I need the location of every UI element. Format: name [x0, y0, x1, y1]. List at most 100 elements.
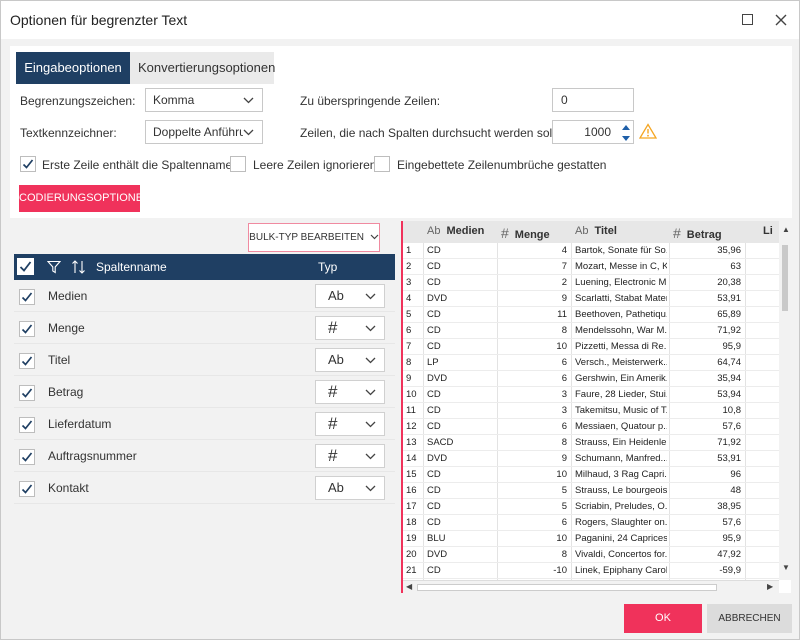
bulk-type-edit-button[interactable]: BULK-TYP BEARBEITEN — [248, 223, 380, 252]
row-number: 4 — [406, 293, 412, 304]
cell-betrag: 95,9 — [722, 341, 742, 352]
column-type-select[interactable]: # — [315, 444, 385, 468]
column-checkbox[interactable] — [19, 289, 35, 305]
type-header[interactable]: Typ — [318, 260, 338, 274]
column-row[interactable]: Auftragsnummer # — [14, 440, 395, 472]
column-row[interactable]: Betrag # — [14, 376, 395, 408]
column-type-select[interactable]: Ab — [315, 476, 385, 500]
cell-menge: 5 — [561, 501, 567, 512]
preview-row[interactable]: 4 DVD 9 Scarlatti, Stabat Mater 53,91 — [403, 291, 779, 307]
first-row-checkbox[interactable] — [20, 156, 36, 172]
column-checkbox[interactable] — [19, 417, 35, 433]
row-number: 3 — [406, 277, 412, 288]
column-type-select[interactable]: # — [315, 380, 385, 404]
cell-titel: Luening, Electronic M... — [575, 277, 667, 288]
cell-menge: 2 — [561, 277, 567, 288]
preview-row[interactable]: 17 CD 5 Scriabin, Preludes, O... 38,95 — [403, 499, 779, 515]
row-number: 6 — [406, 325, 412, 336]
skip-rows-input[interactable]: 0 — [552, 88, 634, 112]
preview-row[interactable]: 1 CD 4 Bartok, Sonate für So... 35,96 — [403, 243, 779, 259]
preview-header-lieferdatum[interactable]: Li — [763, 225, 773, 237]
cell-menge: 3 — [561, 405, 567, 416]
preview-row[interactable]: 15 CD 10 Milhaud, 3 Rag Capri... 96 — [403, 467, 779, 483]
maximize-button[interactable] — [738, 10, 758, 30]
cell-titel: Scarlatti, Stabat Mater — [575, 293, 667, 304]
row-number: 8 — [406, 357, 412, 368]
preview-row[interactable]: 19 BLU 10 Paganini, 24 Caprices... 95,9 — [403, 531, 779, 547]
delimiter-select[interactable]: Komma — [145, 88, 263, 112]
preview-row[interactable]: 12 CD 6 Messiaen, Quatour p... 57,6 — [403, 419, 779, 435]
column-checkbox[interactable] — [19, 321, 35, 337]
spinner-icon[interactable] — [622, 123, 630, 143]
preview-row[interactable]: 2 CD 7 Mozart, Messe in C, K... 63 — [403, 259, 779, 275]
select-all-checkbox[interactable] — [17, 258, 34, 275]
column-row[interactable]: Menge # — [14, 312, 395, 344]
preview-header-betrag[interactable]: # Betrag — [673, 225, 722, 241]
cell-betrag: 96 — [730, 469, 741, 480]
preview-row[interactable]: 10 CD 3 Faure, 28 Lieder, Stui... 53,94 — [403, 387, 779, 403]
column-row[interactable]: Lieferdatum # — [14, 408, 395, 440]
preview-row[interactable]: 20 DVD 8 Vivaldi, Concertos for... 47,92 — [403, 547, 779, 563]
cell-titel: Faure, 28 Lieder, Stui... — [575, 389, 667, 400]
column-checkbox[interactable] — [19, 353, 35, 369]
horizontal-scrollbar[interactable]: ◀ ▶ — [403, 580, 779, 593]
tab-conversion-options[interactable]: Konvertierungsoptionen — [130, 52, 275, 84]
preview-row[interactable]: 11 CD 3 Takemitsu, Music of T... 10,8 — [403, 403, 779, 419]
preview-header-medien[interactable]: Ab Medien — [427, 225, 485, 237]
preview-row[interactable]: 9 DVD 6 Gershwin, Ein Amerik... 35,94 — [403, 371, 779, 387]
column-name: Titel — [48, 353, 71, 367]
preview-row[interactable]: 14 DVD 9 Schumann, Manfred... 53,91 — [403, 451, 779, 467]
embedded-breaks-checkbox[interactable] — [374, 156, 390, 172]
tab-input-options[interactable]: Eingabeoptionen — [16, 52, 130, 84]
scroll-right-icon[interactable]: ▶ — [767, 582, 774, 591]
ignore-empty-checkbox[interactable] — [230, 156, 246, 172]
column-checkbox[interactable] — [19, 481, 35, 497]
cell-titel: Beethoven, Pathetiqu... — [575, 309, 667, 320]
filter-icon[interactable] — [47, 260, 61, 274]
ok-button[interactable]: OK — [624, 604, 702, 633]
vertical-scrollbar[interactable]: ▲ ▼ — [779, 221, 791, 580]
encoding-options-button[interactable]: CODIERUNGSOPTIONEN — [19, 185, 151, 212]
vertical-scroll-thumb[interactable] — [782, 245, 788, 311]
qualifier-select[interactable]: Doppelte Anführu — [145, 120, 263, 144]
scroll-down-icon[interactable]: ▼ — [782, 563, 790, 572]
preview-row[interactable]: 3 CD 2 Luening, Electronic M... 20,38 — [403, 275, 779, 291]
preview-header-titel[interactable]: Ab Titel — [575, 225, 617, 237]
column-name-header[interactable]: Spaltenname — [96, 260, 167, 274]
preview-row[interactable]: 7 CD 10 Pizzetti, Messa di Re... 95,9 — [403, 339, 779, 355]
column-row[interactable]: Titel Ab — [14, 344, 395, 376]
column-checkbox[interactable] — [19, 385, 35, 401]
column-row[interactable]: Kontakt Ab — [14, 472, 395, 504]
warning-icon — [639, 123, 657, 139]
cell-titel: Milhaud, 3 Rag Capri... — [575, 469, 667, 480]
cell-betrag: 57,6 — [722, 421, 742, 432]
row-number: 11 — [406, 405, 416, 416]
column-name: Medien — [48, 289, 88, 303]
preview-row[interactable]: 21 CD -10 Linek, Epiphany Carol -59,9 — [403, 563, 779, 579]
scroll-left-icon[interactable]: ◀ — [406, 582, 413, 591]
cell-menge: 6 — [561, 357, 567, 368]
column-type-select[interactable]: # — [315, 412, 385, 436]
cell-medien: BLU — [427, 533, 446, 544]
column-checkbox[interactable] — [19, 449, 35, 465]
preview-header-menge[interactable]: # Menge — [501, 225, 550, 241]
column-type-select[interactable]: Ab — [315, 348, 385, 372]
column-type-select[interactable]: Ab — [315, 284, 385, 308]
close-button[interactable] — [771, 10, 791, 30]
preview-row[interactable]: 18 CD 6 Rogers, Slaughter on... 57,6 — [403, 515, 779, 531]
preview-row[interactable]: 6 CD 8 Mendelssohn, War M... 71,92 — [403, 323, 779, 339]
preview-row[interactable]: 13 SACD 8 Strauss, Ein Heidenle... 71,92 — [403, 435, 779, 451]
row-number: 16 — [406, 485, 417, 496]
scroll-up-icon[interactable]: ▲ — [782, 225, 790, 234]
scan-rows-stepper[interactable]: 1000 — [552, 120, 634, 144]
horizontal-scroll-thumb[interactable] — [417, 584, 717, 591]
cancel-button[interactable]: ABBRECHEN — [707, 604, 792, 633]
preview-row[interactable]: 5 CD 11 Beethoven, Pathetiqu... 65,89 — [403, 307, 779, 323]
sort-icon[interactable] — [71, 259, 87, 275]
cell-menge: 10 — [556, 469, 567, 480]
column-type-select[interactable]: # — [315, 316, 385, 340]
column-row[interactable]: Medien Ab — [14, 280, 395, 312]
chevron-down-icon — [365, 293, 376, 300]
preview-row[interactable]: 8 LP 6 Versch., Meisterwerk... 64,74 — [403, 355, 779, 371]
preview-row[interactable]: 16 CD 5 Strauss, Le bourgeois... 48 — [403, 483, 779, 499]
